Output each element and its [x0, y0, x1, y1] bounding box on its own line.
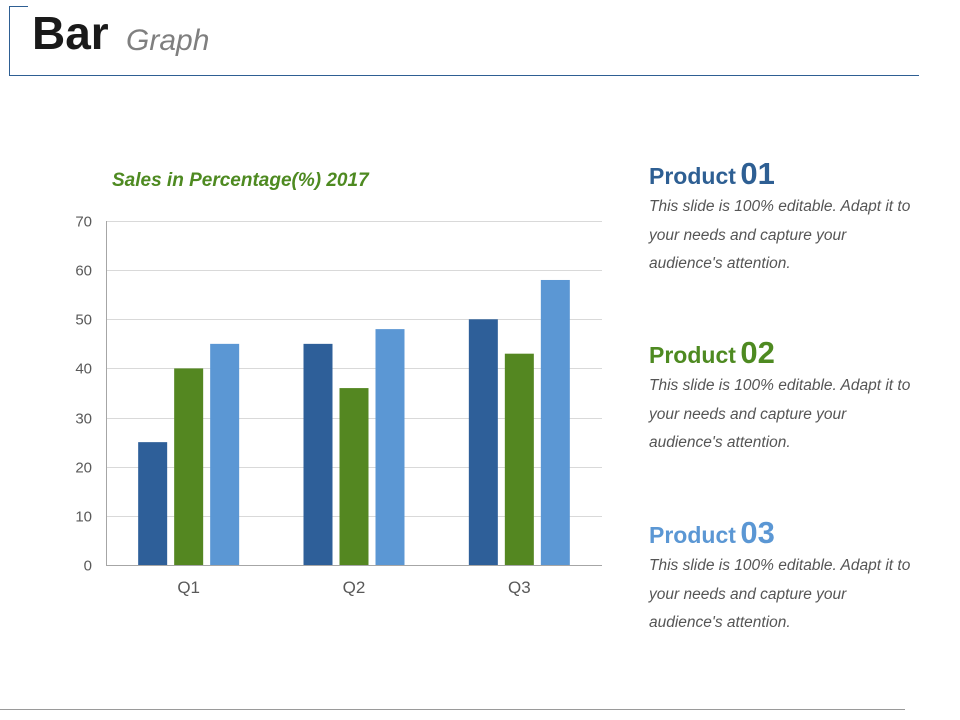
- bar: [375, 329, 405, 565]
- product-block-3: Product 03 This slide is 100% editable. …: [649, 517, 919, 638]
- y-tick-label: 40: [75, 361, 92, 378]
- y-tick-label: 20: [75, 460, 92, 477]
- x-tick-label: Q3: [508, 578, 531, 597]
- product-heading-3: Product 03: [649, 517, 919, 548]
- y-tick-label: 10: [75, 509, 92, 526]
- bar: [138, 442, 168, 565]
- x-tick-label: Q2: [343, 578, 366, 597]
- product-name-2: Product: [649, 342, 736, 368]
- bottom-divider: [0, 709, 905, 710]
- product-heading-1: Product 01: [649, 158, 919, 189]
- product-number-2: 02: [740, 335, 775, 370]
- bar: [468, 319, 498, 565]
- bar: [303, 343, 333, 565]
- bar: [540, 279, 570, 565]
- y-tick-label: 70: [75, 214, 92, 231]
- product-block-2: Product 02 This slide is 100% editable. …: [649, 337, 919, 458]
- product-description-1: This slide is 100% editable. Adapt it to…: [649, 198, 911, 272]
- chart-title: Sales in Percentage(%) 2017: [112, 170, 369, 191]
- product-number-3: 03: [740, 515, 775, 550]
- product-name-1: Product: [649, 163, 736, 189]
- slide-subtitle: Graph: [126, 24, 210, 57]
- bar: [339, 388, 369, 565]
- product-block-1: Product 01 This slide is 100% editable. …: [649, 158, 919, 279]
- bar: [504, 353, 534, 565]
- y-tick-label: 30: [75, 411, 92, 428]
- slide-title: Bar: [32, 7, 109, 59]
- bar: [174, 368, 204, 565]
- y-tick-label: 50: [75, 312, 92, 329]
- title-frame-tick: [10, 6, 28, 7]
- product-description-3: This slide is 100% editable. Adapt it to…: [649, 557, 911, 631]
- bar: [210, 343, 240, 565]
- product-description-2: This slide is 100% editable. Adapt it to…: [649, 377, 911, 451]
- product-number-1: 01: [740, 156, 775, 191]
- x-tick-label: Q1: [177, 578, 200, 597]
- title-frame: [9, 6, 919, 76]
- y-tick-label: 0: [84, 558, 92, 575]
- product-heading-2: Product 02: [649, 337, 919, 368]
- product-name-3: Product: [649, 522, 736, 548]
- y-tick-label: 60: [75, 263, 92, 280]
